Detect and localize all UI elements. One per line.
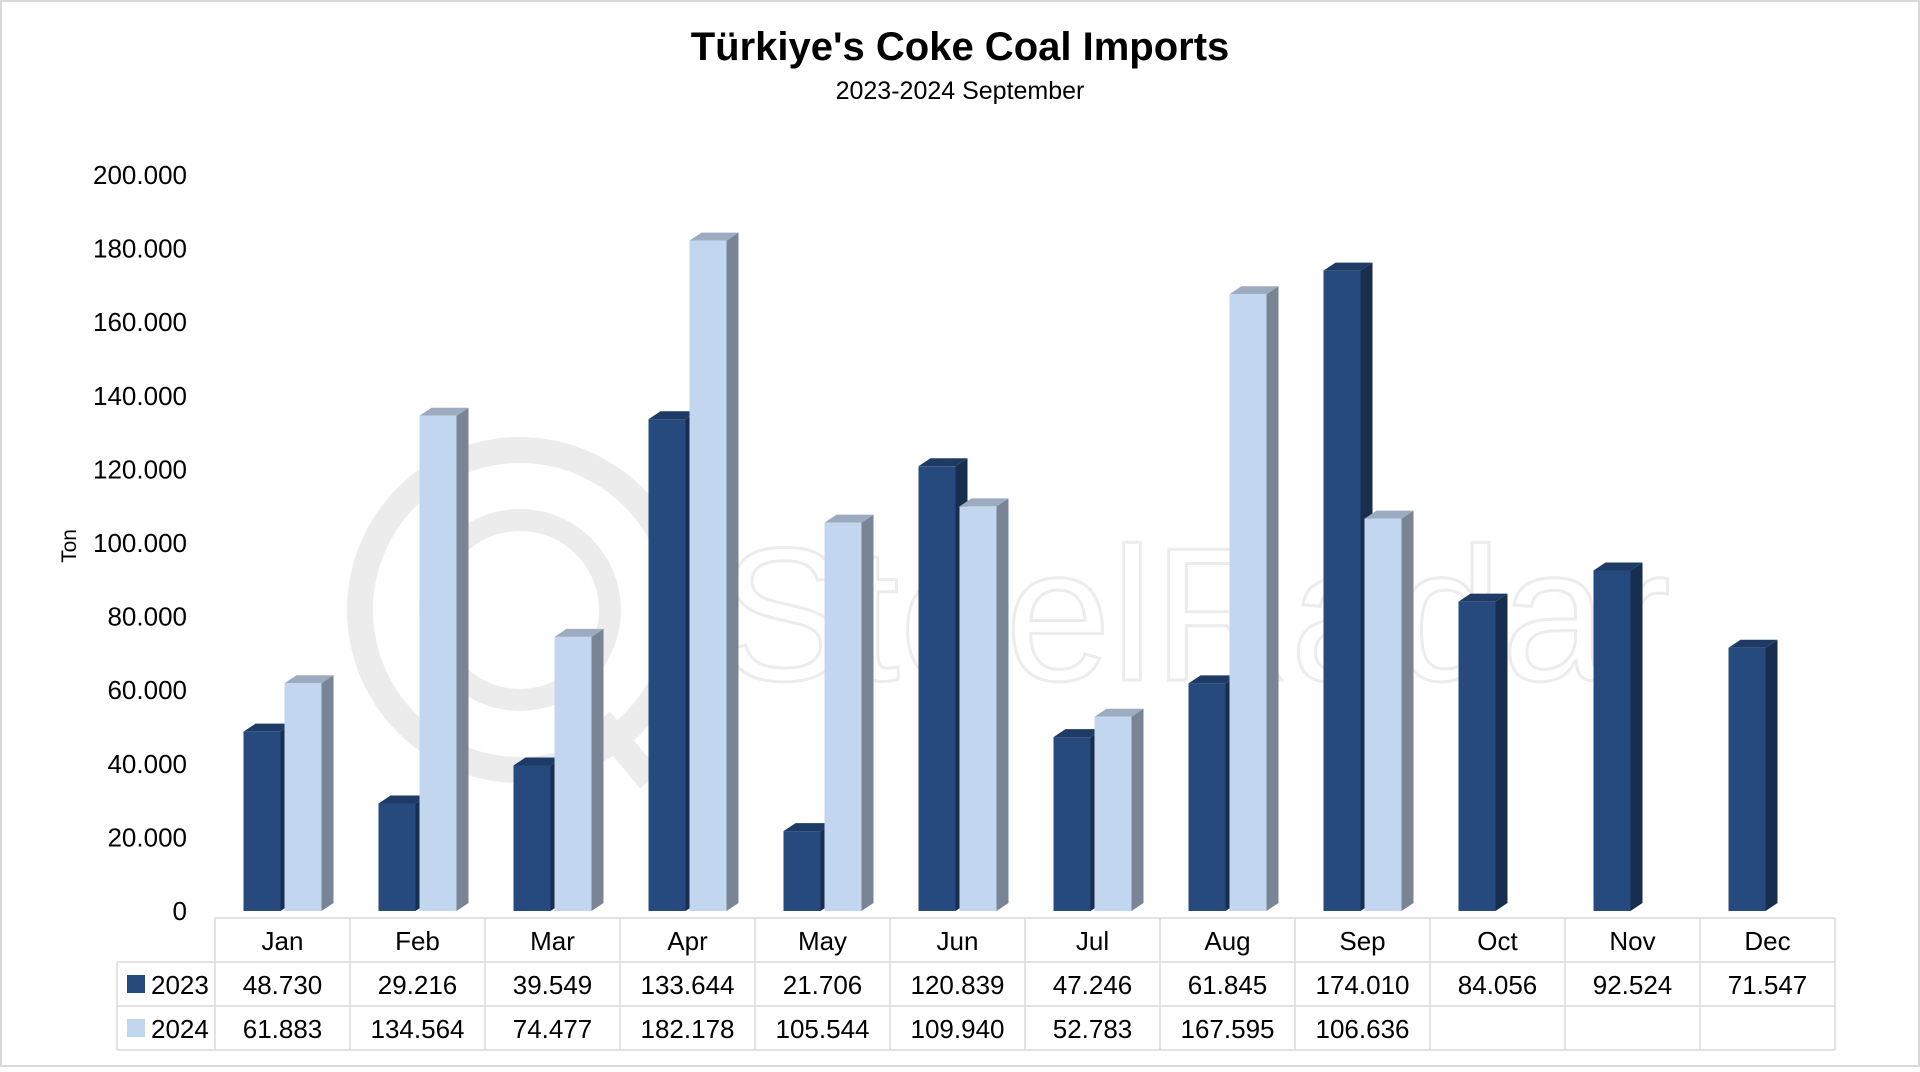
x-tick-label-jul: Jul <box>1076 926 1109 956</box>
bar-2024-jun <box>959 498 1009 911</box>
x-tick-label-aug: Aug <box>1204 926 1250 956</box>
y-tick-label: 200.000 <box>93 160 187 190</box>
x-tick-label-dec: Dec <box>1744 926 1790 956</box>
data-label-2023-dec: 71.547 <box>1728 970 1808 1000</box>
data-label-2024-may: 105.544 <box>776 1014 870 1044</box>
legend-swatch <box>127 975 145 993</box>
y-tick-label: 40.000 <box>107 749 187 779</box>
y-tick-label: 160.000 <box>93 307 187 337</box>
bar-2023-dec <box>1728 639 1778 911</box>
legend-entry-2023: 2023 <box>127 970 209 1000</box>
data-label-2023-may: 21.706 <box>783 970 863 1000</box>
data-label-2024-jul: 52.783 <box>1053 1014 1133 1044</box>
bar-2024-apr <box>689 232 739 911</box>
y-tick-label: 120.000 <box>93 454 187 484</box>
x-tick-label-mar: Mar <box>530 926 575 956</box>
bar-2023-oct <box>1458 593 1508 911</box>
y-tick-label: 140.000 <box>93 381 187 411</box>
data-label-2023-oct: 84.056 <box>1458 970 1538 1000</box>
bar-2024-mar <box>554 628 604 911</box>
bar-2024-jul <box>1094 708 1144 911</box>
data-label-2023-sep: 174.010 <box>1316 970 1410 1000</box>
data-label-2023-jun: 120.839 <box>911 970 1005 1000</box>
data-label-2023-aug: 61.845 <box>1188 970 1268 1000</box>
y-axis-ticks: 0 20.000 40.000 60.000 80.000 100.000 120.000 1… <box>93 160 187 926</box>
chart-title: Türkiye's Coke Coal Imports <box>691 25 1230 69</box>
bar-2024-aug <box>1229 286 1279 912</box>
x-tick-label-jun: Jun <box>937 926 979 956</box>
data-label-2023-apr: 133.644 <box>641 970 735 1000</box>
data-label-2024-sep: 106.636 <box>1316 1014 1410 1044</box>
data-label-2023-feb: 29.216 <box>378 970 458 1000</box>
y-tick-label: 80.000 <box>107 602 187 632</box>
y-tick-label: 20.000 <box>107 822 187 852</box>
legend-entry-2024: 2024 <box>127 1014 209 1044</box>
data-label-2024-feb: 134.564 <box>371 1014 465 1044</box>
data-label-2024-apr: 182.178 <box>641 1014 735 1044</box>
bar-2024-feb <box>419 407 469 911</box>
y-tick-label: 100.000 <box>93 528 187 558</box>
bar-2024-jan <box>284 675 334 911</box>
data-label-2023-jan: 48.730 <box>243 970 323 1000</box>
data-label-2024-aug: 167.595 <box>1181 1014 1275 1044</box>
data-label-2024-jan: 61.883 <box>243 1014 323 1044</box>
chart-subtitle: 2023-2024 September <box>836 77 1085 105</box>
bars <box>243 232 1778 912</box>
x-tick-label-apr: Apr <box>667 926 708 956</box>
data-label-2024-jun: 109.940 <box>911 1014 1005 1044</box>
data-label-2023-nov: 92.524 <box>1593 970 1673 1000</box>
data-label-2024-mar: 74.477 <box>513 1014 593 1044</box>
bar-2023-nov <box>1593 562 1643 911</box>
bar-2023-sep <box>1323 262 1373 911</box>
legend-label: 2023 <box>151 970 209 1000</box>
y-axis-label: Ton <box>58 529 81 563</box>
data-table: Jan Feb Mar Apr May Jun Jul Aug Sep Oct Nov Dec 2023… <box>116 917 1836 1051</box>
bar-2024-sep <box>1364 510 1414 911</box>
x-tick-label-oct: Oct <box>1477 926 1518 956</box>
x-tick-label-feb: Feb <box>395 926 440 956</box>
x-tick-label-jan: Jan <box>262 926 304 956</box>
data-label-2023-jul: 47.246 <box>1053 970 1133 1000</box>
y-tick-label: 180.000 <box>93 234 187 264</box>
x-tick-label-nov: Nov <box>1609 926 1655 956</box>
data-label-2023-mar: 39.549 <box>513 970 593 1000</box>
legend-label: 2024 <box>151 1014 209 1044</box>
y-tick-label: 60.000 <box>107 675 187 705</box>
x-tick-label-may: May <box>798 926 847 956</box>
x-tick-label-sep: Sep <box>1339 926 1385 956</box>
bar-2024-may <box>824 514 874 911</box>
legend-swatch <box>127 1019 145 1037</box>
y-tick-label: 0 <box>173 896 187 926</box>
